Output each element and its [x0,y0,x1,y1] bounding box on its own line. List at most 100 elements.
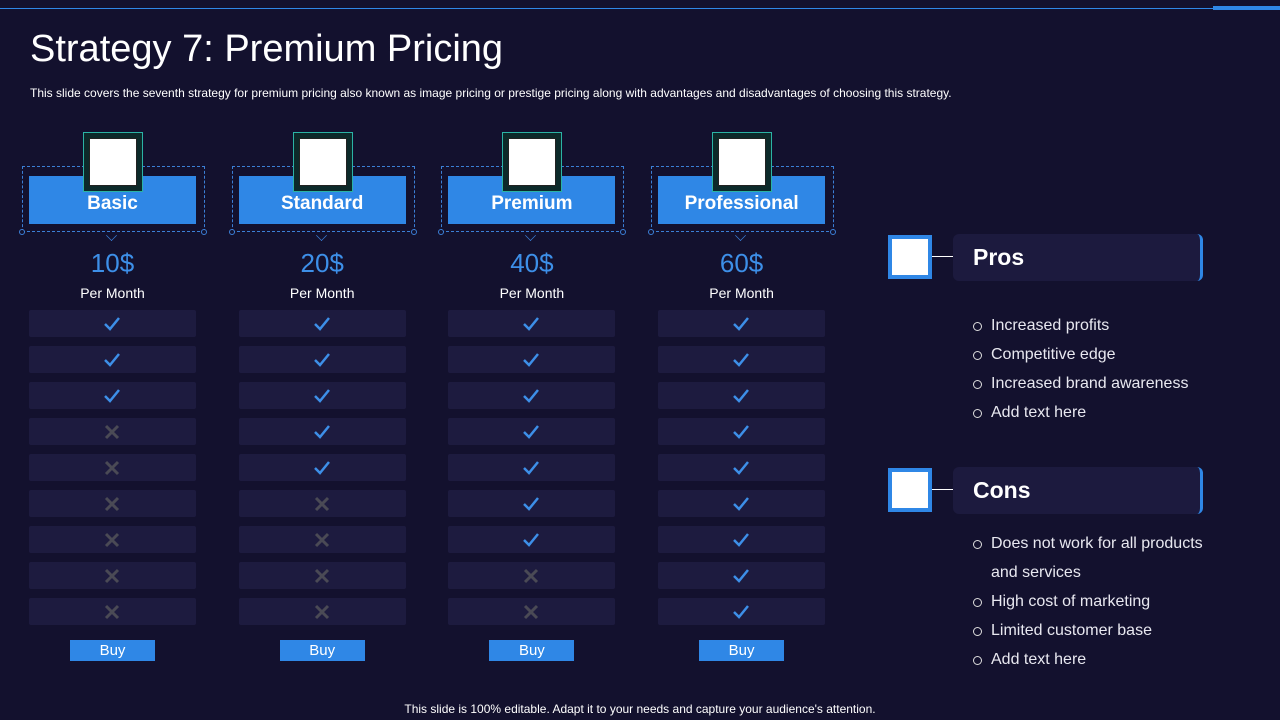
cross-mark [314,496,329,512]
feature-row [658,598,826,625]
plan-icon-inner [508,138,557,186]
check-mark [523,317,540,331]
check-mark [733,605,750,619]
frame-dot [620,229,627,235]
cross-mark [314,604,329,620]
feature-row [658,310,826,337]
bullet [973,656,982,665]
plan-period: Per Month [499,285,565,301]
top-accent [1213,6,1280,10]
buy-button[interactable]: Buy [489,640,575,661]
pros-item: Competitive edge [991,346,1116,363]
cross-mark [104,604,120,620]
cross-mark [524,604,539,620]
check-mark [523,497,540,511]
check-mark [313,353,330,367]
plan-icon-inner [298,138,347,186]
plan-period: Per Month [709,285,774,301]
pros-item: Increased brand awareness [991,375,1189,392]
pros-title: Pros [953,234,1203,281]
check-mark [313,389,330,403]
feature-row [238,526,406,553]
check-mark [733,317,750,331]
feature-row [238,310,406,337]
top-line [0,8,1280,9]
buy-button[interactable]: Buy [279,640,365,661]
feature-row [238,346,406,373]
cross-mark [104,568,120,584]
feature-row [238,490,406,517]
plan-price: 40$ [510,248,554,278]
plan-icon [502,132,563,192]
frame-dot [19,229,25,235]
check-mark [733,569,750,583]
bullet [973,380,982,389]
feature-row [658,346,826,373]
check-mark [523,389,540,403]
bullet [973,409,982,418]
cons-title: Cons [953,467,1203,514]
cons-item: Does not work for all products and servi… [991,535,1203,581]
footer: This slide is 100% editable. Adapt it to… [404,702,876,716]
feature-row [238,562,406,589]
frame-dot [438,229,445,235]
check-mark [733,425,750,439]
pros-icon [888,235,932,279]
check-mark [523,461,540,475]
check-mark [313,317,330,331]
feature-row [658,526,826,553]
feature-row [29,490,196,517]
feature-row [238,382,406,409]
feature-row [448,310,616,337]
feature-row [238,598,406,625]
pros-item: Add text here [991,404,1087,421]
frame-dot [201,229,207,235]
check-mark [104,389,120,403]
feature-row [29,454,196,481]
feature-row [658,418,826,445]
feature-row [29,346,196,373]
feature-row [238,454,406,481]
feature-row [29,598,196,625]
feature-row [448,346,616,373]
subtitle: This slide covers the seventh strategy f… [30,86,952,100]
bullet [973,351,982,360]
cons-icon-inner [892,472,928,508]
bullet [973,598,982,607]
bullet [973,540,982,549]
plan-price: 20$ [300,248,344,278]
plan-icon [83,132,143,192]
cross-mark [104,460,120,476]
cross-mark [104,424,120,440]
check-mark [313,425,330,439]
plan-icon [712,132,773,192]
title: Strategy 7: Premium Pricing [30,28,504,70]
check-mark [523,425,540,439]
frame-dot [648,229,655,235]
cons-item: High cost of marketing [991,593,1151,610]
check-mark [104,317,120,331]
cross-mark [314,532,329,548]
frame-dot [410,229,417,235]
feature-row [658,454,826,481]
plan-icon [292,132,353,192]
frame-dot [228,229,235,235]
feature-row [29,310,196,337]
feature-row [29,526,196,553]
cons-item: Add text here [991,651,1087,668]
connector [932,256,953,257]
frame-dot [830,229,837,235]
check-mark [523,353,540,367]
check-mark [104,353,120,367]
check-mark [313,461,330,475]
bullet [973,627,982,636]
feature-row [448,598,616,625]
feature-row [238,418,406,445]
buy-button[interactable]: Buy [70,640,155,661]
cons-item: Limited customer base [991,622,1152,639]
feature-row [29,418,196,445]
cons-icon [888,468,932,512]
check-mark [523,533,540,547]
buy-button[interactable]: Buy [699,640,785,661]
